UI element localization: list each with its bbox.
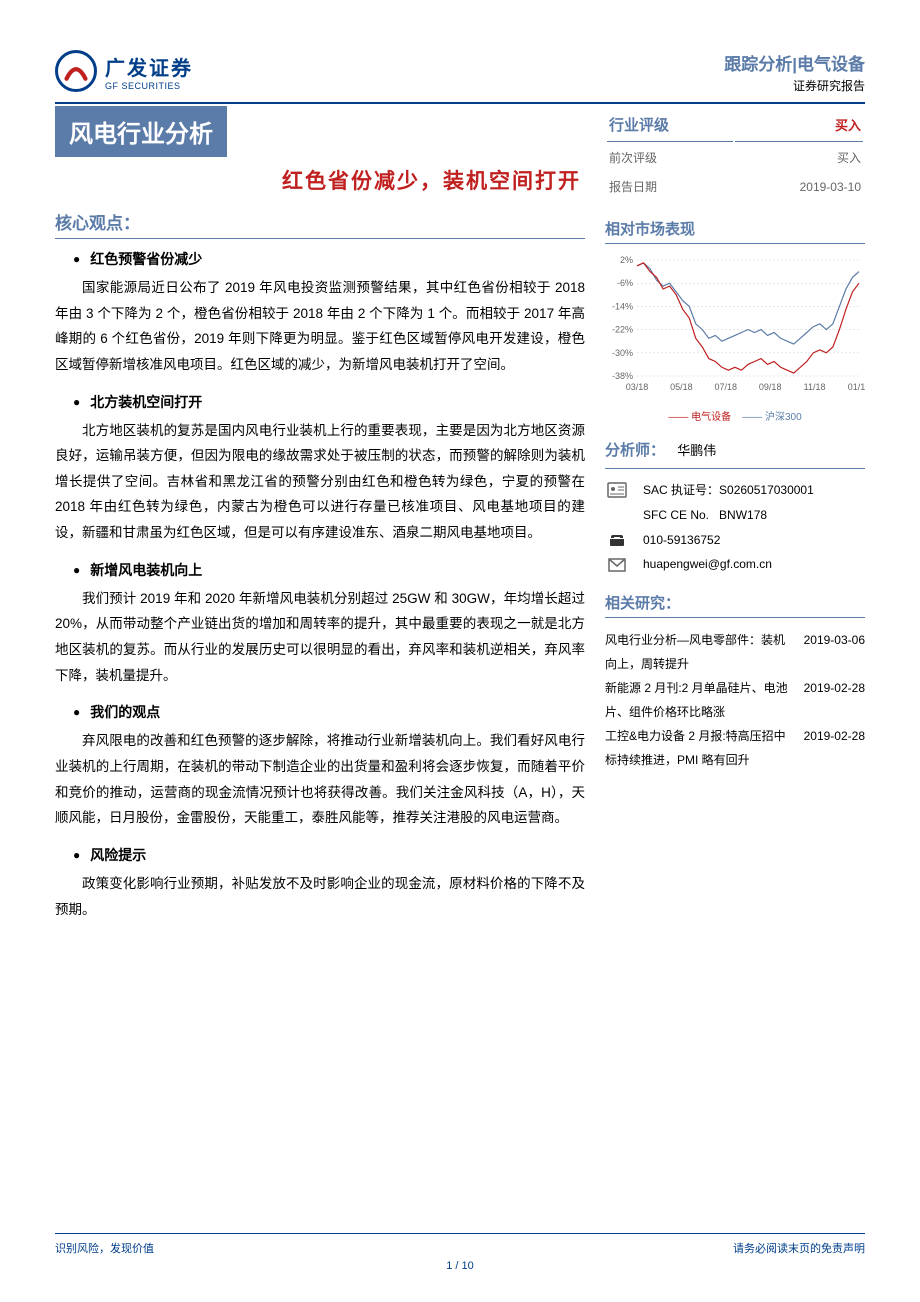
related-date: 2019-03-06 [796,628,865,676]
legend-series1: 电气设备 [691,412,731,423]
svg-text:01/19: 01/19 [848,382,865,392]
email-icon [605,558,629,572]
bullet-head: 新增风电装机向上 [55,560,585,580]
svg-text:05/18: 05/18 [670,382,693,392]
bullet-item: 北方装机空间打开北方地区装机的复苏是国内风电行业装机上行的重要表现，主要是因为北… [55,392,585,546]
bullet-body: 北方地区装机的复苏是国内风电行业装机上行的重要表现，主要是因为北方地区资源良好，… [55,418,585,546]
sac-label: SAC 执证号： [643,483,719,497]
logo: 广发证券 GF SECURITIES [55,50,193,92]
legend-series2: 沪深300 [765,412,802,423]
logo-icon [55,50,97,92]
header-report-type: 证券研究报告 [724,77,865,94]
related-title: 新能源 2 月刊:2 月单晶硅片、电池片、组件价格环比略涨 [605,676,796,724]
related-research-title: 相关研究： [605,592,865,618]
bullet-item: 我们的观点弃风限电的改善和红色预警的逐步解除，将推动行业新增装机向上。我们看好风… [55,702,585,831]
footer-page: 1 / 10 [55,1260,865,1272]
bullet-head: 北方装机空间打开 [55,392,585,412]
performance-chart: 2% -6% -14% -22% -30% -38%03/18 05/18 07/18 09/1… [605,254,865,404]
related-date: 2019-02-28 [796,676,865,724]
performance-title: 相对市场表现 [605,218,865,244]
related-research-item: 风电行业分析—风电零部件：装机向上，周转提升2019-03-06 [605,628,865,676]
svg-text:03/18: 03/18 [626,382,649,392]
prev-rating-value: 买入 [735,144,863,171]
related-research-item: 新能源 2 月刊:2 月单晶硅片、电池片、组件价格环比略涨2019-02-28 [605,676,865,724]
footer-right: 请务必阅读末页的免责声明 [733,1240,865,1256]
svg-text:-22%: -22% [612,325,633,335]
bullet-head: 我们的观点 [55,702,585,722]
bullet-body: 我们预计 2019 年和 2020 年新增风电装机分别超过 25GW 和 30G… [55,586,585,689]
analyst-phone: 010-59136752 [643,529,720,552]
analyst-heading: 分析师： 华鹏伟 [605,439,865,464]
rating-label: 行业评级 [607,108,733,142]
bullet-item: 风险提示政策变化影响行业预期，补贴发放不及时影响企业的现金流，原材料价格的下降不… [55,845,585,922]
svg-text:-6%: -6% [617,278,633,288]
phone-icon [605,533,629,547]
report-subtitle: 红色省份减少，装机空间打开 [55,165,585,195]
sac-value: S0260517030001 [719,483,814,497]
rating-value: 买入 [735,108,863,142]
analyst-email: huapengwei@gf.com.cn [643,553,772,576]
core-view-heading: 核心观点： [55,209,585,239]
footer: 识别风险，发现价值 请务必阅读末页的免责声明 1 / 10 [55,1233,865,1272]
svg-text:11/18: 11/18 [804,382,826,392]
footer-left: 识别风险，发现价值 [55,1240,154,1256]
svg-text:-38%: -38% [612,371,633,381]
bullet-body: 国家能源局近日公布了 2019 年风电投资监测预警结果，其中红色省份相较于 20… [55,275,585,378]
sfc-value: BNW178 [719,508,767,522]
header-category: 跟踪分析|电气设备 [724,50,865,75]
bullet-head: 风险提示 [55,845,585,865]
related-research-item: 工控&电力设备 2 月报:特高压招中标持续推进，PMI 略有回升2019-02-… [605,724,865,772]
related-title: 风电行业分析—风电零部件：装机向上，周转提升 [605,628,796,676]
sfc-label: SFC CE No. [643,508,709,522]
report-title: 风电行业分析 [55,106,227,157]
svg-text:07/18: 07/18 [715,382,738,392]
analyst-name: 华鹏伟 [677,443,716,458]
logo-text-cn: 广发证券 [105,52,193,81]
bullet-body: 政策变化影响行业预期，补贴发放不及时影响企业的现金流，原材料价格的下降不及预期。 [55,871,585,922]
chart-legend: —— 电气设备 —— 沪深300 [605,408,865,423]
bullet-item: 新增风电装机向上我们预计 2019 年和 2020 年新增风电装机分别超过 25… [55,560,585,689]
bullet-body: 弃风限电的改善和红色预警的逐步解除，将推动行业新增装机向上。我们看好风电行业装机… [55,728,585,831]
related-date: 2019-02-28 [796,724,865,772]
svg-text:-30%: -30% [612,348,633,358]
report-date-value: 2019-03-10 [735,173,863,200]
svg-text:09/18: 09/18 [759,382,782,392]
bullet-item: 红色预警省份减少国家能源局近日公布了 2019 年风电投资监测预警结果，其中红色… [55,249,585,378]
svg-text:2%: 2% [620,255,633,265]
svg-text:-14%: -14% [612,301,633,311]
bullet-head: 红色预警省份减少 [55,249,585,269]
related-title: 工控&电力设备 2 月报:特高压招中标持续推进，PMI 略有回升 [605,724,796,772]
analyst-title-label: 分析师： [605,442,665,459]
id-card-icon [605,482,629,498]
logo-text-en: GF SECURITIES [105,81,193,91]
analyst-info: SAC 执证号：S0260517030001 SFC CE No. BNW178… [605,479,865,576]
header: 广发证券 GF SECURITIES 跟踪分析|电气设备 证券研究报告 [55,50,865,94]
report-date-label: 报告日期 [607,173,733,200]
prev-rating-label: 前次评级 [607,144,733,171]
header-divider [55,102,865,104]
rating-table: 行业评级 买入 前次评级 买入 报告日期 2019-03-10 [605,106,865,202]
